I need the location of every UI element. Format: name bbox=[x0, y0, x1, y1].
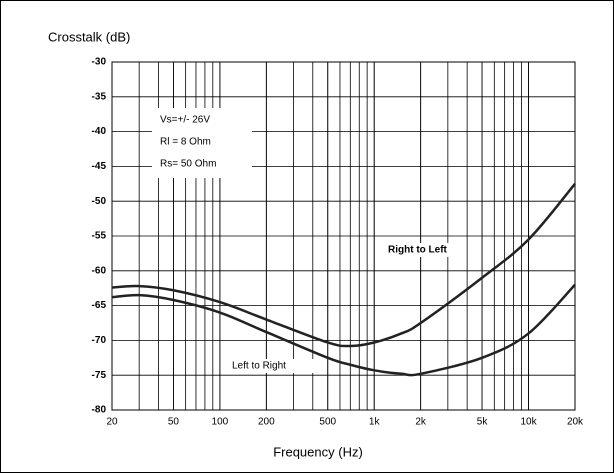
annotation-box bbox=[152, 108, 252, 178]
y-tick-label: -50 bbox=[92, 196, 107, 207]
x-tick-label: 20 bbox=[106, 417, 118, 428]
annotation: Rs= 50 Ohm bbox=[160, 159, 216, 170]
x-tick-label: 1k bbox=[369, 417, 381, 428]
y-tick-label: -70 bbox=[92, 335, 107, 346]
series-label-bg bbox=[229, 359, 319, 373]
plot-border bbox=[111, 61, 576, 411]
y-tick-label: -65 bbox=[92, 300, 107, 311]
y-tick-label: -40 bbox=[92, 126, 107, 137]
series-label: Right to Left bbox=[388, 245, 448, 256]
x-tick-label: 2k bbox=[415, 417, 427, 428]
series-line bbox=[111, 182, 576, 348]
y-tick-label: -75 bbox=[92, 370, 107, 381]
series-label: Left to Right bbox=[232, 361, 286, 372]
series-line bbox=[111, 283, 576, 377]
x-axis-label: Frequency (Hz) bbox=[273, 444, 363, 459]
x-tick-label: 50 bbox=[168, 417, 180, 428]
annotation: Vs=+/- 26V bbox=[160, 115, 210, 126]
x-tick-label: 20k bbox=[567, 417, 584, 428]
x-tick-label: 500 bbox=[319, 417, 336, 428]
y-tick-label: -60 bbox=[92, 265, 107, 276]
annotation: Rl = 8 Ohm bbox=[160, 137, 211, 148]
y-tick-label: -35 bbox=[92, 91, 107, 102]
y-tick-label: -55 bbox=[92, 231, 107, 242]
x-tick-label: 10k bbox=[520, 417, 537, 428]
series-label-bg bbox=[385, 243, 455, 257]
y-tick-label: -30 bbox=[92, 57, 107, 68]
chart-title: Crosstalk (dB) bbox=[48, 29, 130, 44]
x-tick-label: 200 bbox=[258, 417, 275, 428]
x-tick-label: 5k bbox=[477, 417, 489, 428]
y-tick-label: -80 bbox=[92, 405, 107, 416]
y-tick-label: -45 bbox=[92, 161, 107, 172]
x-tick-label: 100 bbox=[212, 417, 229, 428]
